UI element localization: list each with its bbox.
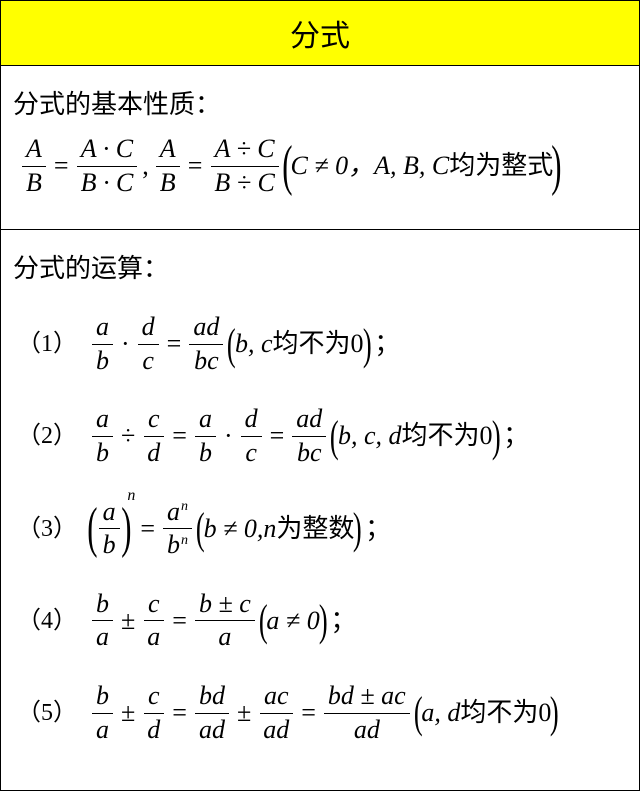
title-bar: 分式 xyxy=(1,1,639,66)
cond-c-ne-0: C ≠ 0， xyxy=(291,153,375,179)
frac: ab xyxy=(195,403,216,469)
frac: cd xyxy=(143,403,164,469)
right-paren-icon: ) xyxy=(362,327,371,362)
semicolon: ； xyxy=(365,516,391,542)
frac: b ± ca xyxy=(195,588,255,654)
section1-heading: 分式的基本性质： xyxy=(13,84,627,121)
pm-op: ± xyxy=(121,700,135,726)
frac-A-B-2: A B xyxy=(156,133,180,199)
page-container: 分式 分式的基本性质： A B = A · C B · C , A B = A … xyxy=(0,0,640,791)
frac: cd xyxy=(143,680,164,746)
rule-label: （2） xyxy=(17,424,77,448)
section-basic-property: 分式的基本性质： A B = A · C B · C , A B = A ÷ C… xyxy=(1,66,639,229)
frac-AdivC-BdivC: A ÷ C B ÷ C xyxy=(210,133,279,199)
basic-property-formula: A B = A · C B · C , A B = A ÷ C B ÷ C ( … xyxy=(19,133,627,199)
equals-sign: = xyxy=(167,331,182,357)
equals-sign: = xyxy=(172,700,187,726)
title-text: 分式 xyxy=(290,20,350,53)
right-paren-icon: ) xyxy=(319,603,328,638)
left-paren-icon: ( xyxy=(414,695,423,730)
frac: adbc xyxy=(292,403,326,469)
pm-op: ± xyxy=(237,700,251,726)
comma: , xyxy=(142,153,149,179)
left-paren-icon: ( xyxy=(282,144,292,189)
power-expression: ( ab ) n xyxy=(89,496,135,562)
rule-4: （4） ba ± ca = b ± ca ( a ≠ 0 ) ； xyxy=(17,588,627,654)
condition-paren: ( C ≠ 0， A, B, C 均为整式 ) xyxy=(284,144,560,189)
div-op: ÷ xyxy=(121,423,135,449)
rule-2: （2） ab ÷ cd = ab · dc = adbc ( b, c, d 均… xyxy=(17,403,627,469)
dot-op: · xyxy=(224,423,233,449)
equals-sign: = xyxy=(188,153,203,179)
frac: ba xyxy=(92,680,113,746)
equals-sign: = xyxy=(172,608,187,634)
cond-tail: 均为整式 xyxy=(449,153,553,179)
rule-1: （1） ab · dc = adbc ( b, c 均不为0 ) ； xyxy=(17,311,627,377)
frac: dc xyxy=(241,403,262,469)
frac: bdad xyxy=(195,680,229,746)
rule-3: （3） ( ab ) n = an bn ( b ≠ 0, n 为整数 ) ； xyxy=(17,496,627,562)
rule-label: （1） xyxy=(17,332,77,356)
frac: ab xyxy=(92,403,113,469)
frac: bd ± acad xyxy=(324,680,410,746)
right-paren-icon: ) xyxy=(551,144,561,189)
condition: ( b, c 均不为0 ) xyxy=(228,327,370,362)
equals-sign: = xyxy=(301,700,316,726)
equals-sign: = xyxy=(54,153,69,179)
semicolon: ； xyxy=(330,608,356,634)
left-paren-icon: ( xyxy=(330,419,339,454)
frac: dc xyxy=(138,311,159,377)
condition: ( b, c, d 均不为0 ) xyxy=(331,419,499,454)
rule-label: （3） xyxy=(17,517,77,541)
frac: ca xyxy=(143,588,164,654)
section-operations: 分式的运算： （1） ab · dc = adbc ( b, c 均不为0 ) … xyxy=(1,229,639,790)
equals-sign: = xyxy=(140,516,155,542)
rule-label: （4） xyxy=(17,609,77,633)
frac-A-B: A B xyxy=(22,133,46,199)
semicolon: ； xyxy=(503,423,529,449)
rule-5: （5） ba ± cd = bdad ± acad = bd ± acad ( … xyxy=(17,680,627,746)
left-paren-icon: ( xyxy=(87,506,97,551)
frac-result: an bn xyxy=(163,496,192,562)
right-paren-icon: ) xyxy=(550,695,559,730)
equals-sign: = xyxy=(270,423,285,449)
left-paren-icon: ( xyxy=(196,511,205,546)
frac-AC-BC: A · C B · C xyxy=(77,133,138,199)
condition: ( a, d 均不为0 ) xyxy=(415,695,558,730)
frac: ab xyxy=(92,311,113,377)
frac: adbc xyxy=(189,311,223,377)
frac-base: ab xyxy=(99,496,120,562)
condition: ( a ≠ 0 ) xyxy=(260,603,327,638)
section2-heading: 分式的运算： xyxy=(13,248,627,285)
frac: acad xyxy=(259,680,293,746)
pm-op: ± xyxy=(121,608,135,634)
left-paren-icon: ( xyxy=(227,327,236,362)
condition: ( b ≠ 0, n 为整数 ) xyxy=(197,511,361,546)
frac: ba xyxy=(92,588,113,654)
right-paren-icon: ) xyxy=(491,419,500,454)
equals-sign: = xyxy=(172,423,187,449)
semicolon: ； xyxy=(374,331,400,357)
right-paren-icon: ) xyxy=(353,511,362,546)
rule-label: （5） xyxy=(17,701,77,725)
left-paren-icon: ( xyxy=(259,603,268,638)
cond-vars: A, B, C xyxy=(374,153,449,179)
dot-op: · xyxy=(121,331,130,357)
right-paren-icon: ) xyxy=(121,506,131,551)
